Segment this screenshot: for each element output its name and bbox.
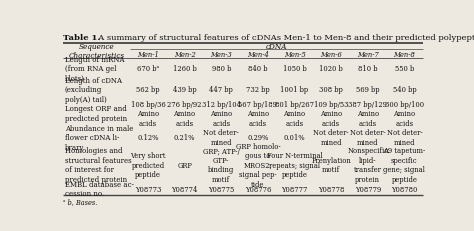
Text: GRP; ATP-/
GTP-
binding
motif: GRP; ATP-/ GTP- binding motif [203, 147, 240, 183]
Text: Table 1.: Table 1. [63, 34, 100, 42]
Text: A9 tapetum-
specific
gene; signal
peptide: A9 tapetum- specific gene; signal peptid… [383, 147, 426, 183]
Text: 550 b: 550 b [395, 65, 414, 73]
Text: GRP: GRP [177, 161, 192, 169]
Text: Length of mRNA
(from RNA gel
blots): Length of mRNA (from RNA gel blots) [64, 56, 124, 82]
Text: 0.21%: 0.21% [174, 134, 195, 141]
Text: 1001 bp: 1001 bp [281, 86, 309, 94]
Text: Abundance in male
flower cDNA li-
brary: Abundance in male flower cDNA li- brary [64, 124, 133, 151]
Text: Men-4: Men-4 [247, 51, 269, 58]
Text: GRP homolo-
gous to
MROS2;
signal pep-
tide: GRP homolo- gous to MROS2; signal pep- t… [236, 142, 280, 188]
Text: 439 bp: 439 bp [173, 86, 196, 94]
Text: A summary of structural features of cDNAs Men-1 to Men-8 and their predicted pol: A summary of structural features of cDNA… [92, 34, 474, 42]
Text: 308 bp: 308 bp [319, 86, 343, 94]
Text: 276 bp/92
Amino
acids: 276 bp/92 Amino acids [167, 100, 202, 127]
Text: Nonspecific
lipid-
transfer
protein: Nonspecific lipid- transfer protein [347, 147, 388, 183]
Text: 300 bp/100
Amino
acids: 300 bp/100 Amino acids [385, 100, 424, 127]
Text: 312 bp/104
Amino
acids: 312 bp/104 Amino acids [202, 100, 241, 127]
Text: 1050 b: 1050 b [283, 65, 306, 73]
Text: 447 bp: 447 bp [210, 86, 233, 94]
Text: Homologies and
structural features
of interest for
predicted protein: Homologies and structural features of in… [64, 147, 131, 183]
Text: Longest ORF and
predicted protein: Longest ORF and predicted protein [64, 105, 127, 122]
Text: cDNA: cDNA [265, 43, 287, 51]
Text: 562 bp: 562 bp [136, 86, 160, 94]
Text: Men-1: Men-1 [137, 51, 159, 58]
Text: Y08779: Y08779 [355, 185, 381, 193]
Text: Men-3: Men-3 [210, 51, 232, 58]
Text: Men-2: Men-2 [174, 51, 195, 58]
Text: Sequence
Characteristics: Sequence Characteristics [68, 43, 125, 60]
Text: 569 bp: 569 bp [356, 86, 380, 94]
Text: Men-5: Men-5 [283, 51, 305, 58]
Text: Not deter-
mined: Not deter- mined [203, 129, 239, 146]
Text: Y08780: Y08780 [391, 185, 418, 193]
Text: Not deter-
mined: Not deter- mined [350, 129, 385, 146]
Text: Men-7: Men-7 [357, 51, 379, 58]
Text: 540 bp: 540 bp [392, 86, 416, 94]
Text: 567 bp/189
Amino
acids: 567 bp/189 Amino acids [238, 100, 277, 127]
Text: 0.29%: 0.29% [247, 134, 269, 141]
Text: 1020 b: 1020 b [319, 65, 343, 73]
Text: Very short
predicted
peptide: Very short predicted peptide [130, 151, 166, 178]
Text: Y08777: Y08777 [281, 185, 308, 193]
Text: 0.01%: 0.01% [284, 134, 305, 141]
Text: 840 b: 840 b [248, 65, 268, 73]
Text: 1260 b: 1260 b [173, 65, 197, 73]
Text: Y08778: Y08778 [318, 185, 344, 193]
Text: Not deter-
mined: Not deter- mined [387, 129, 422, 146]
Text: 109 bp/53
Amino
acids: 109 bp/53 Amino acids [314, 100, 348, 127]
Text: Length of cDNA
(excluding
poly(A) tail): Length of cDNA (excluding poly(A) tail) [64, 76, 122, 103]
Text: 810 b: 810 b [358, 65, 377, 73]
Text: Prenylation
motif: Prenylation motif [311, 156, 351, 173]
Text: 801 bp/267
Amino
acids: 801 bp/267 Amino acids [275, 100, 314, 127]
Text: EMBL database ac-
cession no.: EMBL database ac- cession no. [64, 180, 134, 198]
Text: 980 b: 980 b [211, 65, 231, 73]
Text: 732 bp: 732 bp [246, 86, 270, 94]
Text: 670 bᵃ: 670 bᵃ [137, 65, 159, 73]
Text: 0.12%: 0.12% [137, 134, 159, 141]
Text: ᵃ b, Bases.: ᵃ b, Bases. [63, 197, 98, 205]
Text: Men-8: Men-8 [393, 51, 415, 58]
Text: 108 bp/36
Amino
acids: 108 bp/36 Amino acids [131, 100, 165, 127]
Text: Men-6: Men-6 [320, 51, 342, 58]
Text: Y08773: Y08773 [135, 185, 161, 193]
Text: Y08776: Y08776 [245, 185, 271, 193]
Text: Not deter-
mined: Not deter- mined [313, 129, 349, 146]
Text: Y08774: Y08774 [172, 185, 198, 193]
Text: Y08775: Y08775 [208, 185, 234, 193]
Text: Four N-terminal
repeats; signal
peptide: Four N-terminal repeats; signal peptide [267, 151, 322, 178]
Text: 387 bp/129
Amino
acids: 387 bp/129 Amino acids [348, 100, 387, 127]
